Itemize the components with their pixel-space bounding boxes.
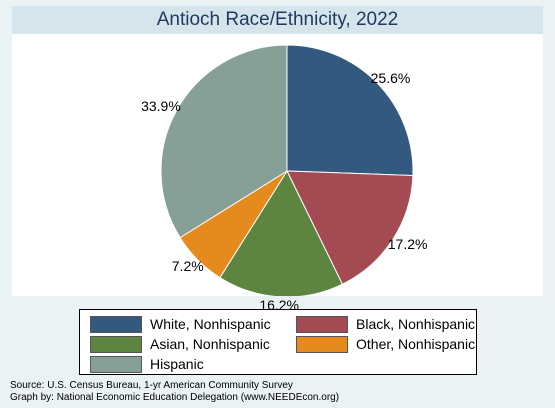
pie-slice-black [286,170,414,285]
pie-value-label-white: 25.6% [370,69,411,86]
legend-swatch-white [90,316,142,333]
legend-label-hispanic: Hispanic [150,356,204,372]
pie-slice-white [286,44,414,177]
source-note: Source: U.S. Census Bureau, 1-yr America… [10,380,293,391]
pie-slice-hispanic [160,44,288,239]
legend-label-asian: Asian, Nonhispanic [150,336,270,352]
legend-label-black: Black, Nonhispanic [356,316,476,332]
legend-swatch-black [296,316,348,333]
plot-area [12,34,543,296]
pie-value-label-asian: 16.2% [259,296,300,313]
legend-swatch-hispanic [90,356,142,373]
chart-notes: Source: U.S. Census Bureau, 1-yr America… [10,380,339,404]
credit-note: Graph by: National Economic Education De… [10,392,340,403]
legend-swatch-asian [90,336,142,353]
legend-label-other: Other, Nonhispanic [356,336,476,352]
pie-slice-asian [219,169,344,296]
pie-value-label-other: 7.2% [171,257,204,274]
pie-value-label-hispanic: 33.9% [141,97,181,114]
chart-title: Antioch Race/Ethnicity, 2022 [12,6,543,34]
legend-swatch-other [296,336,348,353]
legend-label-white: White, Nonhispanic [150,316,271,332]
legend: White, Nonhispanic Black, Nonhispanic As… [79,309,477,375]
pie-value-label-black: 17.2% [387,235,428,252]
pie-chart [160,44,414,296]
